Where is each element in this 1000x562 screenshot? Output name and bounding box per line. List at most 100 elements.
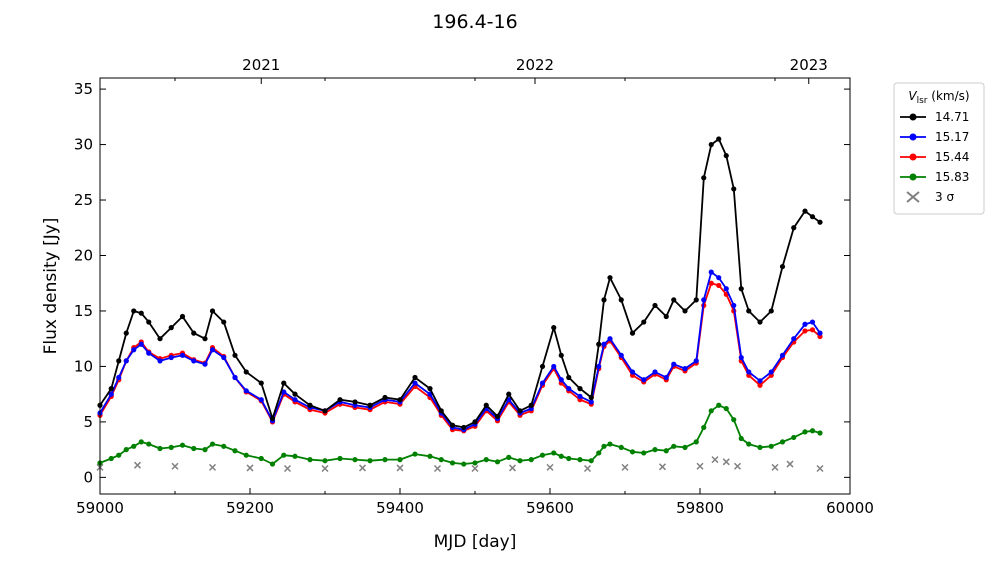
y-tick-label: 15 <box>74 302 93 320</box>
data-point <box>258 455 264 462</box>
data-point <box>382 457 388 463</box>
data-point <box>809 319 816 325</box>
data-point <box>723 153 729 159</box>
data-point <box>817 330 823 336</box>
chart-title: 196.4-16 <box>432 11 517 33</box>
data-point <box>539 452 546 458</box>
data-point <box>168 444 174 451</box>
data-point <box>123 330 129 336</box>
data-point <box>746 369 752 375</box>
data-point <box>738 435 744 442</box>
legend-entry-sigma: 3 σ <box>906 190 954 204</box>
data-point <box>607 275 613 281</box>
data-point <box>202 336 208 342</box>
data-point <box>209 441 216 447</box>
data-point <box>539 363 546 370</box>
data-point <box>221 443 227 449</box>
data-point <box>558 377 564 383</box>
data-point <box>652 369 658 375</box>
legend-entry-15.83: 15.83 <box>900 170 969 184</box>
data-point <box>817 430 823 436</box>
data-point <box>209 308 216 314</box>
top-tick-label: 2022 <box>516 56 554 74</box>
data-point <box>738 286 744 292</box>
data-point <box>618 444 624 451</box>
x-axis-label: MJD [day] <box>434 532 517 552</box>
data-point <box>528 457 534 463</box>
data-point <box>671 297 677 303</box>
y-tick-label: 10 <box>74 357 93 375</box>
data-point <box>138 310 144 316</box>
series-layer <box>96 136 824 473</box>
legend: Vlsr (km/s) 14.71 15.17 15.44 15.83 3 σ <box>893 82 985 215</box>
data-point <box>551 325 557 331</box>
data-point <box>738 354 744 361</box>
legend-marker <box>909 153 917 161</box>
legend-label: 15.17 <box>935 130 969 144</box>
data-point <box>693 439 699 445</box>
data-point <box>397 457 403 463</box>
data-point <box>588 458 594 464</box>
sigma-point <box>171 462 179 470</box>
data-point <box>131 443 137 449</box>
data-point <box>768 369 774 375</box>
data-point <box>757 444 763 451</box>
data-point <box>337 455 343 462</box>
data-point <box>116 452 122 458</box>
sigma-point <box>396 464 404 472</box>
data-point <box>517 458 523 464</box>
legend-title-unit: (km/s) <box>927 89 969 103</box>
data-point <box>779 263 786 270</box>
data-point <box>663 374 669 381</box>
sigma-point <box>471 464 479 473</box>
data-point <box>723 405 729 412</box>
y-tick-label: 0 <box>83 468 93 486</box>
data-point <box>191 445 197 452</box>
data-point <box>601 297 607 303</box>
data-point <box>757 378 763 384</box>
sigma-point <box>321 464 329 473</box>
data-point <box>629 369 636 375</box>
data-point <box>577 386 583 392</box>
data-point <box>131 347 137 353</box>
data-point <box>472 419 478 425</box>
data-point <box>281 452 287 458</box>
data-point <box>494 459 501 465</box>
data-point <box>577 457 583 463</box>
data-point <box>723 286 729 292</box>
data-point <box>607 336 613 342</box>
legend-title-symbol: V <box>908 89 917 103</box>
top-tick-label: 2021 <box>242 56 280 74</box>
data-point <box>551 450 557 456</box>
data-point <box>809 214 816 220</box>
data-point <box>438 408 444 414</box>
data-point <box>802 208 808 214</box>
data-point <box>191 358 197 364</box>
data-point <box>202 447 208 453</box>
data-point <box>243 452 249 458</box>
sigma-point <box>733 462 742 470</box>
data-point <box>596 341 602 347</box>
data-point <box>757 382 763 388</box>
data-point <box>708 408 714 414</box>
data-point <box>791 225 797 231</box>
data-point <box>209 347 216 353</box>
data-point <box>483 402 489 408</box>
x-tick-label: 59000 <box>76 499 124 517</box>
data-point <box>157 445 163 452</box>
legend-marker <box>909 173 917 181</box>
data-point <box>716 275 722 281</box>
data-point <box>506 454 512 460</box>
data-point <box>292 397 298 403</box>
data-point <box>682 444 688 451</box>
data-point <box>232 448 238 454</box>
data-point <box>412 374 418 381</box>
legend-frame <box>893 82 985 215</box>
data-point <box>123 358 129 364</box>
data-point <box>146 441 152 447</box>
plot-frame <box>99 77 851 495</box>
data-point <box>641 319 647 325</box>
data-point <box>629 330 636 336</box>
data-point <box>682 366 688 372</box>
data-point <box>322 458 328 464</box>
